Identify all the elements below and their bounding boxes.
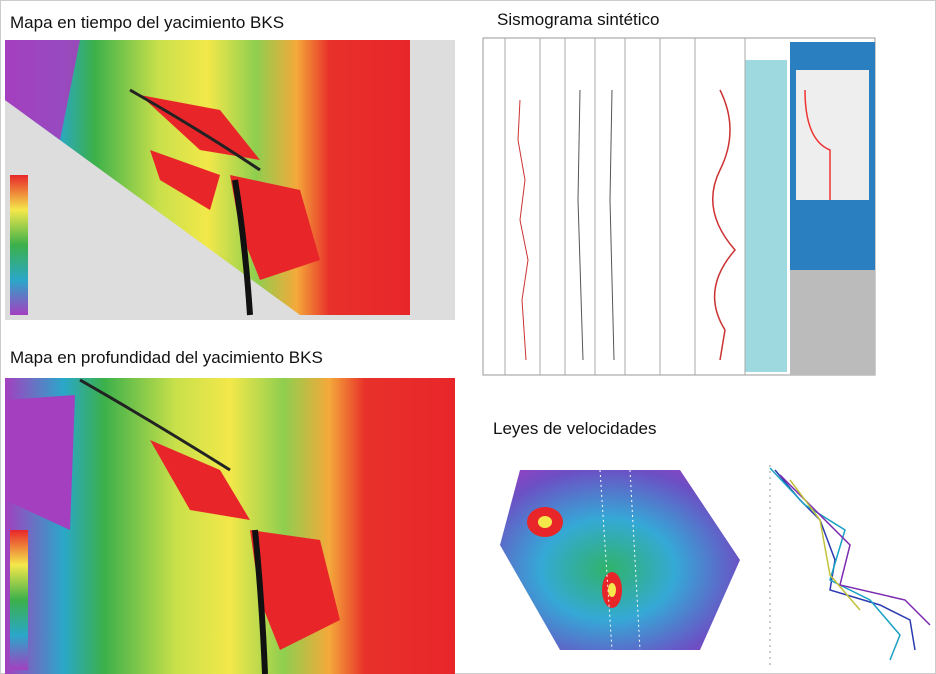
seismogram bbox=[483, 38, 875, 375]
panel-title: Sismograma sintético bbox=[497, 10, 660, 29]
panel-title: Mapa en profundidad del yacimiento BKS bbox=[10, 348, 323, 367]
depth-map bbox=[5, 378, 455, 674]
time-map bbox=[5, 40, 455, 320]
panel-title: Mapa en tiempo del yacimiento BKS bbox=[10, 13, 284, 32]
panel-title: Leyes de velocidades bbox=[493, 419, 657, 438]
figure: Mapa en tiempo del yacimiento BKS Mapa e… bbox=[0, 0, 936, 674]
